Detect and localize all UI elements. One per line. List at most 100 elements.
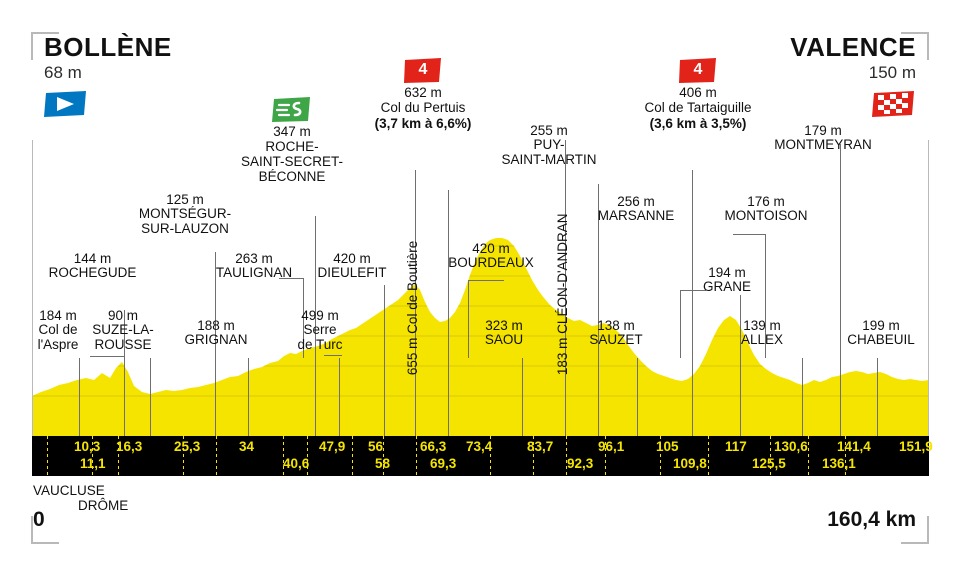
leader-line (877, 358, 878, 436)
poi-climb-spec: (3,7 km à 6,6%) (374, 115, 472, 131)
poi-climb-col-de-tartaiguille: 4 406 m Col de Tartaiguille (3,6 km à 3,… (598, 58, 798, 131)
town-label-col-de-boutiere: 655 m Col de Boutière (404, 241, 421, 375)
km-label: 16,3 (116, 439, 143, 454)
poi-altitude: 632 m (404, 85, 442, 100)
town-name-line-1: PUY- (533, 137, 565, 153)
town-altitude: 255 m (530, 123, 568, 138)
frame-corner-bottom-left (31, 516, 59, 544)
leader-line (315, 216, 316, 436)
town-altitude: 184 m (39, 308, 77, 323)
town-altitude: 256 m (617, 194, 655, 209)
town-altitude: 138 m (597, 318, 635, 333)
km-tick (708, 436, 709, 476)
town-name-line-1: SUZE-LA- (92, 322, 154, 338)
km-label: 151,9 (899, 439, 933, 454)
town-vertical-text: 655 m Col de Boutière (405, 241, 420, 375)
town-name-line-2: l'Aspre (37, 336, 79, 352)
town-label-montmeyran: 179 m MONTMEYRAN (768, 123, 878, 153)
poi-climb-col-du-pertuis: 4 632 m Col du Pertuis (3,7 km à 6,6%) (333, 58, 513, 131)
leader-line (565, 140, 566, 436)
leader-line (384, 285, 385, 436)
start-distance-label: 0 (33, 508, 45, 531)
town-name-line-2: SAINT-MARTIN (501, 151, 597, 167)
leader-line (637, 358, 638, 436)
climb-category-number: 4 (418, 61, 428, 78)
total-distance-label: 160,4 km (827, 508, 916, 531)
km-tick (490, 436, 491, 476)
town-label-marsanne: 256 m MARSANNE (588, 194, 684, 224)
poi-name-line-3: BÉCONNE (258, 168, 326, 184)
town-name: SAOU (484, 332, 524, 348)
town-label-taulignan: 263 m TAULIGNAN (209, 251, 299, 281)
km-label: 34 (239, 439, 255, 454)
km-tick (307, 436, 308, 476)
start-city-name: BOLLÈNE (44, 32, 172, 62)
start-altitude: 68 m (44, 62, 82, 82)
km-tick (352, 436, 353, 476)
leader-line (692, 170, 693, 436)
town-altitude: 176 m (747, 194, 785, 209)
town-label-col-de-laspre: 184 m Col de l'Aspre (24, 308, 92, 352)
town-altitude: 263 m (235, 251, 273, 266)
frame-corner-top-left (31, 32, 59, 60)
town-label-dieulefit: 420 m DIEULEFIT (305, 251, 399, 281)
town-label-allex: 139 m ALLEX (724, 318, 800, 348)
elevation-plot (32, 140, 929, 436)
km-label-secondary: 109,8 (673, 456, 707, 471)
climb-category-number: 4 (693, 61, 703, 78)
town-altitude: 499 m (301, 308, 339, 323)
town-altitude: 194 m (708, 265, 746, 280)
town-name-line-1: Serre (303, 322, 337, 338)
leader-line (598, 184, 599, 436)
town-label-suze-la-rousse: 90 m SUZE-LA- ROUSSE (87, 308, 159, 352)
town-name: CLÉON-D'ANDRAN (554, 213, 570, 334)
elevation-area-path (32, 140, 929, 436)
km-tick (770, 436, 771, 476)
category-4-icon: 4 (679, 58, 717, 84)
poi-name: Col de Tartaiguille (644, 99, 752, 115)
km-label: 47,9 (319, 439, 346, 454)
department-label-drome: DRÔME (78, 498, 129, 513)
town-altitude: 144 m (73, 251, 112, 266)
checkered-flag-icon (872, 90, 916, 118)
km-label-secondary: 40,6 (283, 456, 310, 471)
km-tick (808, 436, 809, 476)
km-tick (566, 436, 567, 476)
km-tick (416, 436, 417, 476)
town-name: TAULIGNAN (215, 265, 293, 281)
leader-line (448, 190, 449, 436)
town-name-line-1: MONTSÉGUR- (138, 206, 232, 222)
town-label-saou: 323 m SAOU (466, 318, 542, 348)
town-name-line-2: SUR-LAUZON (141, 220, 229, 236)
town-label-montsegur-sur-lauzon: 125 m MONTSÉGUR- SUR-LAUZON (126, 192, 244, 236)
km-tick (533, 436, 534, 476)
km-label: 10,3 (74, 439, 101, 454)
km-label: 66,3 (420, 439, 447, 454)
town-altitude: 90 m (107, 308, 138, 323)
town-label-grignan: 188 m GRIGNAN (180, 318, 252, 348)
km-label: 117 (725, 439, 747, 454)
km-label: 105 (656, 439, 679, 454)
town-name: BOURDEAUX (448, 255, 534, 271)
town-vertical-text: 183 m CLÉON-D'ANDRAN (555, 213, 570, 375)
stage-finish-block: VALENCE 150 m (790, 34, 916, 118)
frame-corner-bottom-right (901, 516, 929, 544)
leader-line (150, 358, 151, 436)
km-label-secondary: 92,3 (567, 456, 594, 471)
poi-name-line-2: SAINT-SECRET- (240, 153, 343, 169)
town-label-rochegude: 144 m ROCHEGUDE (35, 251, 150, 281)
town-label-chabeuil: 199 m CHABEUIL (837, 318, 925, 348)
town-altitude: 183 m (554, 337, 570, 376)
town-altitude: 323 m (485, 318, 523, 333)
town-label-bourdeaux: 420 m BOURDEAUX (441, 241, 541, 271)
town-name: MARSANNE (597, 208, 675, 224)
stage-start-block: BOLLÈNE 68 m (44, 34, 172, 118)
poi-altitude: 347 m (273, 124, 311, 139)
town-name-line-2: de Turc (297, 336, 343, 352)
town-altitude: 125 m (166, 192, 204, 207)
town-altitude: 199 m (862, 318, 900, 333)
km-tick (283, 436, 284, 476)
town-label-sauzet: 138 m SAUZET (578, 318, 654, 348)
km-label: 96,1 (598, 439, 625, 454)
